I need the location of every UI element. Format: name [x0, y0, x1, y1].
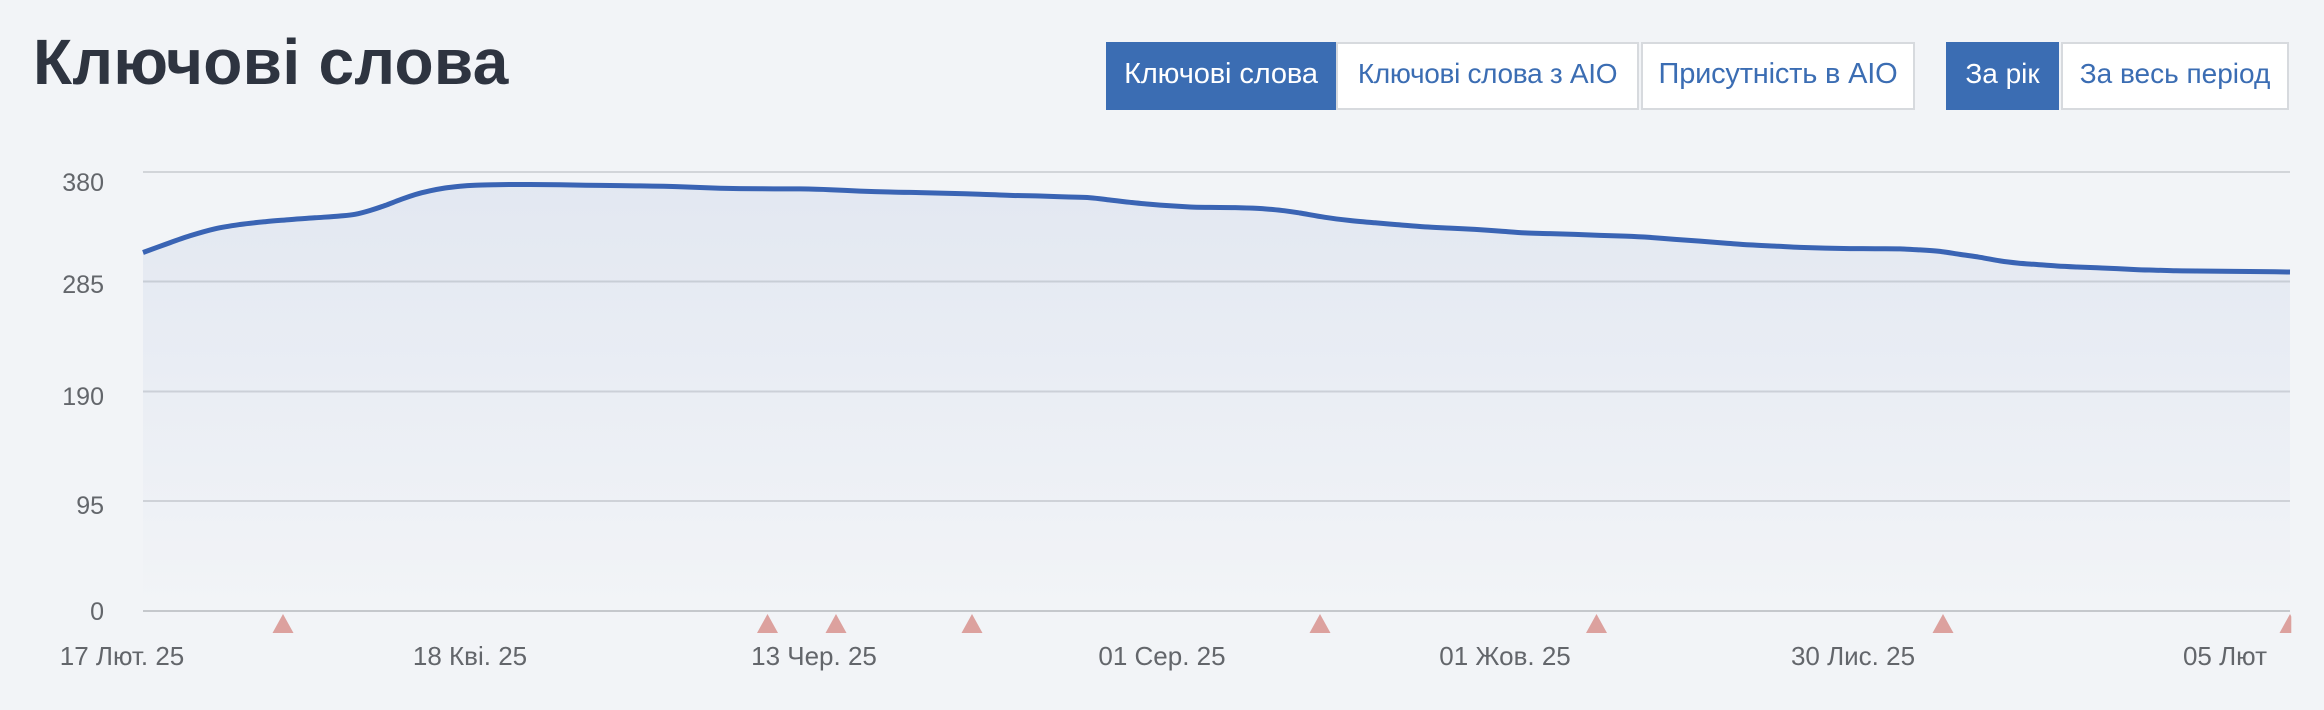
svg-text:30 Лис. 25: 30 Лис. 25 [1791, 641, 1915, 671]
svg-text:01 Жов. 25: 01 Жов. 25 [1439, 641, 1571, 671]
svg-text:01 Сер. 25: 01 Сер. 25 [1098, 641, 1225, 671]
svg-text:95: 95 [76, 492, 104, 520]
svg-text:190: 190 [62, 383, 104, 411]
svg-text:380: 380 [62, 169, 104, 197]
svg-text:0: 0 [90, 598, 104, 626]
svg-text:13 Чер. 25: 13 Чер. 25 [751, 641, 877, 671]
svg-text:05 Лют: 05 Лют [2183, 641, 2267, 671]
svg-text:285: 285 [62, 271, 104, 299]
svg-text:17 Лют. 25: 17 Лют. 25 [60, 641, 185, 671]
svg-text:18 Кві. 25: 18 Кві. 25 [413, 641, 527, 671]
